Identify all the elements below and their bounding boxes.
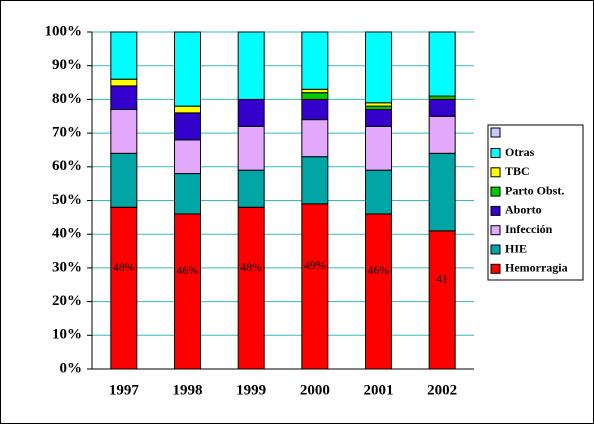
data-label: 48%: [113, 260, 135, 274]
data-label: 41: [436, 272, 448, 286]
legend-swatch: [490, 205, 501, 216]
y-tick-label: 20%: [52, 293, 82, 309]
bar-segment: [301, 92, 329, 100]
legend-label: Infección: [505, 222, 553, 236]
bar-segment: [237, 206, 265, 370]
bar-segment: [110, 109, 138, 154]
bar-segment: [301, 119, 329, 158]
bar-segment: [301, 98, 329, 121]
data-label: 46%: [177, 263, 199, 277]
legend-label: Aborto: [505, 203, 542, 217]
y-tick-label: 70%: [52, 125, 82, 141]
y-tick-label: 10%: [52, 327, 82, 343]
bar-segment: [301, 203, 329, 370]
legend-label: Parto Obst.: [505, 183, 564, 197]
y-tick-label: 90%: [52, 57, 82, 73]
x-tick-label: 1997: [109, 382, 140, 398]
legend-swatch: [490, 225, 501, 236]
bar-segment: [365, 31, 392, 104]
legend-label: Otras: [505, 145, 535, 159]
bar-segment: [301, 156, 329, 205]
x-tick-label: 2001: [364, 382, 394, 398]
bar-segment: [174, 31, 201, 107]
x-tick-label: 1999: [236, 382, 266, 398]
bar-segment: [365, 102, 392, 107]
x-tick-label: 1998: [173, 382, 203, 398]
legend-swatch: [490, 186, 501, 197]
y-tick-label: 60%: [52, 158, 82, 174]
bar-segment: [428, 230, 456, 370]
y-tick-label: 100%: [45, 23, 83, 39]
y-tick-label: 0%: [60, 360, 83, 376]
bar-segment: [174, 105, 201, 114]
x-tick-label: 2000: [300, 382, 330, 398]
legend-swatch: [490, 148, 501, 158]
x-tick-label: 2002: [427, 382, 457, 398]
bar-segment: [174, 173, 201, 215]
y-tick-label: 30%: [52, 259, 82, 275]
bar-segment: [110, 206, 138, 370]
bar-segment: [365, 169, 392, 215]
bar-segment: [428, 98, 456, 117]
legend: [487, 124, 584, 281]
bar-segment: [428, 95, 456, 100]
bar-segment: [237, 98, 265, 127]
bar-segment: [110, 85, 138, 111]
legend-swatch: [490, 127, 501, 138]
bar-segment: [174, 139, 201, 175]
legend-swatch: [490, 167, 501, 178]
bar-segment: [301, 88, 329, 94]
legend-swatch: [490, 244, 501, 255]
bar-segment: [365, 125, 392, 171]
bar-segment: [174, 213, 201, 370]
bar-segment: [110, 31, 138, 80]
data-label: 48%: [240, 260, 262, 274]
bar-segment: [428, 115, 456, 154]
legend-swatch: [490, 263, 501, 274]
bar-segment: [428, 152, 456, 232]
legend-label: TBC: [505, 164, 530, 178]
bar-segment: [110, 152, 138, 208]
bar-segment: [365, 105, 392, 111]
data-label: 46%: [368, 263, 390, 277]
bar-segment: [365, 213, 392, 370]
bar-segment: [365, 109, 392, 127]
y-tick-label: 80%: [52, 91, 82, 107]
y-tick-label: 40%: [52, 226, 82, 242]
bar-segment: [110, 78, 138, 87]
bar-segment: [237, 169, 265, 208]
bar-segment: [428, 31, 456, 97]
legend-label: Hemorragia: [505, 261, 568, 275]
bar-segment: [237, 125, 265, 171]
y-tick-label: 50%: [52, 192, 82, 208]
bar-segment: [174, 112, 201, 141]
bar-segment: [301, 31, 329, 90]
legend-label: HIE: [505, 241, 527, 255]
bar-segment: [237, 31, 265, 100]
data-label: 49%: [304, 258, 326, 272]
